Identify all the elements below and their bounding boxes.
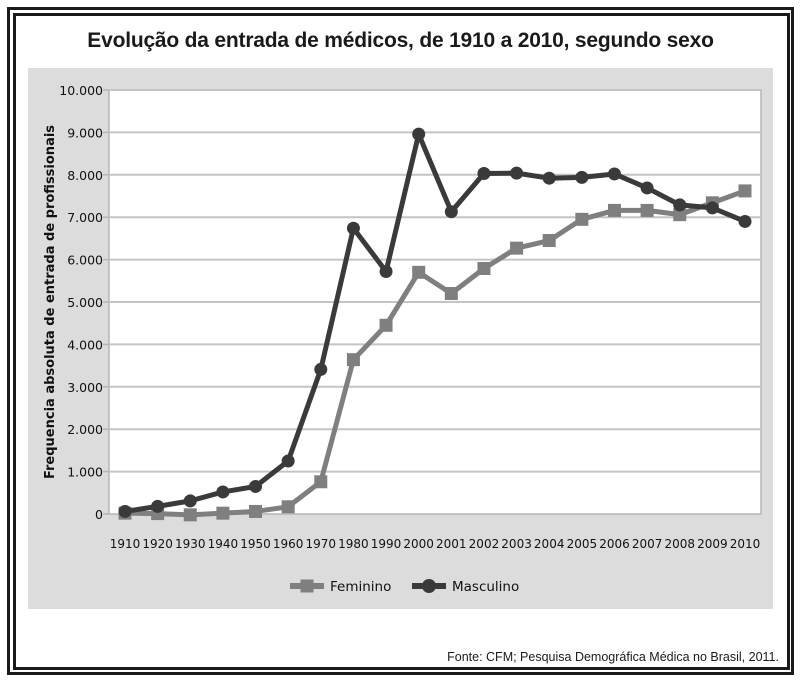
data-point-marker <box>607 167 621 181</box>
data-point-marker <box>640 203 654 217</box>
data-point-marker <box>444 287 458 301</box>
legend-square-marker-icon <box>300 579 314 593</box>
data-point-marker <box>281 500 295 514</box>
x-tick-label: 1980 <box>338 537 369 551</box>
x-tick-label: 1920 <box>142 537 173 551</box>
data-point-marker <box>412 265 426 279</box>
x-tick-label: 2000 <box>403 537 434 551</box>
data-point-marker <box>510 241 524 255</box>
data-point-marker <box>673 198 687 212</box>
x-tick-label: 1960 <box>273 537 304 551</box>
data-point-marker <box>738 214 752 228</box>
data-point-marker <box>477 262 491 276</box>
data-point-marker <box>575 212 589 226</box>
y-axis-label: Frequencia absoluta de entrada de profis… <box>43 125 58 479</box>
y-tick-label: 1.000 <box>67 465 103 480</box>
source-note: Fonte: CFM; Pesquisa Demográfica Médica … <box>447 650 779 664</box>
legend-item-masculino: Masculino <box>412 579 519 595</box>
data-point-marker <box>346 353 360 367</box>
data-point-marker <box>216 485 230 499</box>
legend-label: Feminino <box>330 579 391 595</box>
data-point-marker <box>379 318 393 332</box>
data-point-marker <box>444 205 458 219</box>
legend-item-feminino: Feminino <box>290 579 391 595</box>
x-axis-ticks: 1910 1920 1930 1940 1950 1960 1970 1980 1990 2000… <box>110 537 761 551</box>
y-tick-label: 4.000 <box>67 337 103 352</box>
data-point-marker <box>542 234 556 248</box>
x-tick-label: 2005 <box>567 537 598 551</box>
x-tick-label: 2006 <box>599 537 630 551</box>
data-point-marker <box>249 479 263 493</box>
data-point-marker <box>705 201 719 215</box>
y-tick-label: 6.000 <box>67 253 103 268</box>
legend: Feminino Masculino <box>290 579 519 595</box>
series-feminino <box>118 184 752 522</box>
data-point-marker <box>281 454 295 468</box>
x-tick-label: 1990 <box>371 537 402 551</box>
series-layer <box>118 127 752 522</box>
x-tick-label: 2004 <box>534 537 565 551</box>
legend-label: Masculino <box>452 579 519 595</box>
data-point-marker <box>607 203 621 217</box>
data-point-marker <box>346 221 360 235</box>
y-tick-label: 3.000 <box>67 380 103 395</box>
x-tick-label: 2003 <box>501 537 532 551</box>
data-point-marker <box>118 504 132 518</box>
x-tick-label: 1910 <box>110 537 141 551</box>
outer-frame-border <box>7 7 794 675</box>
y-tick-label: 10.000 <box>59 83 103 98</box>
data-point-marker <box>542 171 556 185</box>
y-tick-label: 2.000 <box>67 422 103 437</box>
data-point-marker <box>314 362 328 376</box>
x-tick-label: 2007 <box>632 537 663 551</box>
legend-circle-marker-icon <box>422 579 436 593</box>
x-tick-label: 1930 <box>175 537 206 551</box>
x-tick-label: 2002 <box>469 537 500 551</box>
data-point-marker <box>640 181 654 195</box>
data-point-marker <box>216 506 230 520</box>
data-point-marker <box>379 264 393 278</box>
x-tick-label: 1940 <box>208 537 239 551</box>
gridlines <box>109 89 761 473</box>
data-point-marker <box>738 184 752 198</box>
chart-title: Evolução da entrada de médicos, de 1910 … <box>87 29 714 52</box>
data-point-marker <box>183 494 197 508</box>
inner-frame-border <box>13 13 790 670</box>
x-tick-label: 2010 <box>730 537 761 551</box>
y-axis-ticks: 0 1.000 2.000 3.000 4.000 5.000 6.000 7.000 8.00… <box>59 83 109 522</box>
data-point-marker <box>510 166 524 180</box>
data-point-marker <box>249 504 263 518</box>
x-tick-label: 2008 <box>664 537 695 551</box>
y-tick-label: 9.000 <box>67 125 103 140</box>
x-tick-label: 2001 <box>436 537 467 551</box>
x-tick-label: 2009 <box>697 537 728 551</box>
x-tick-label: 1950 <box>240 537 271 551</box>
data-point-marker <box>151 499 165 513</box>
data-point-marker <box>183 508 197 522</box>
x-tick-label: 1970 <box>306 537 337 551</box>
y-tick-label: 7.000 <box>67 210 103 225</box>
y-tick-label: 5.000 <box>67 295 103 310</box>
y-tick-label: 8.000 <box>67 168 103 183</box>
data-point-marker <box>673 208 687 222</box>
data-point-marker <box>412 127 426 141</box>
y-tick-label: 0 <box>95 507 103 522</box>
data-point-marker <box>575 170 589 184</box>
series-masculino <box>118 127 752 518</box>
data-point-marker <box>314 475 328 489</box>
data-point-marker <box>477 167 491 181</box>
